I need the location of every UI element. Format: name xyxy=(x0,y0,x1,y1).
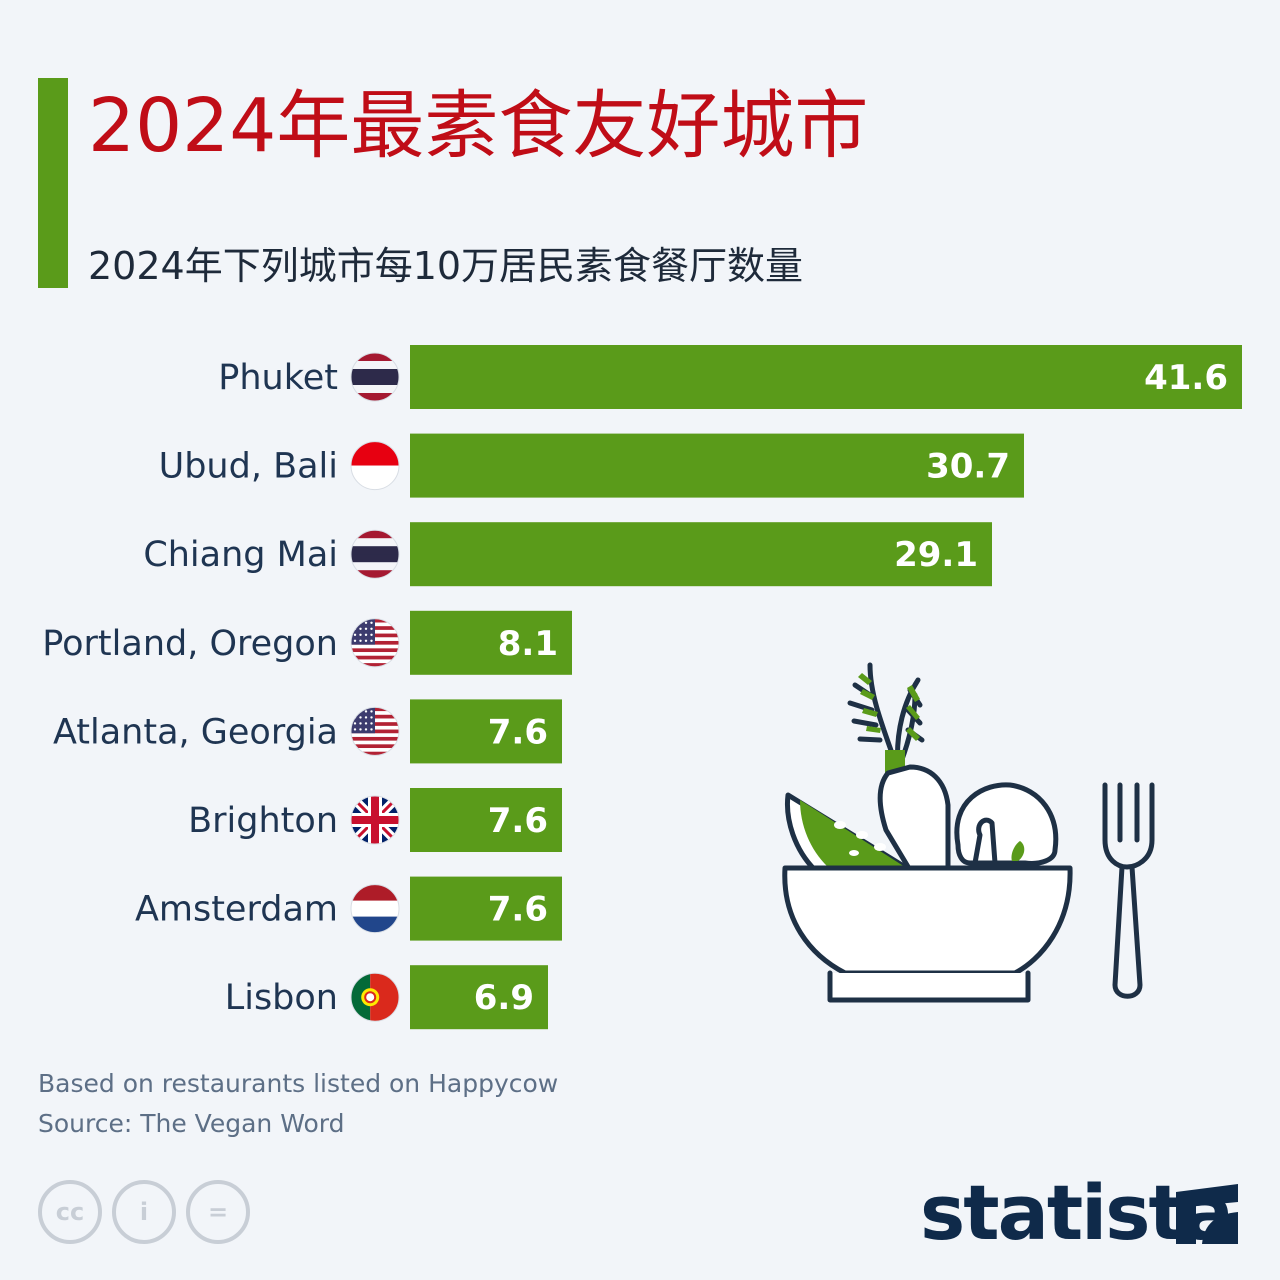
statista-mark-icon xyxy=(1176,1184,1238,1244)
portugal-flag-icon xyxy=(350,972,400,1022)
usa-flag-icon xyxy=(350,618,400,668)
value-label: 30.7 xyxy=(926,447,1010,487)
category-label: Amsterdam xyxy=(135,890,338,930)
bar-1[interactable] xyxy=(410,433,1024,498)
source-note: Source: The Vegan Word xyxy=(38,1109,345,1138)
category-label: Ubud, Bali xyxy=(159,447,338,487)
bar-5[interactable] xyxy=(410,788,562,852)
value-label: 8.1 xyxy=(498,624,558,664)
value-label: 29.1 xyxy=(894,535,978,575)
value-label: 41.6 xyxy=(1144,358,1228,398)
thailand-flag-icon xyxy=(350,352,400,402)
uk-flag-icon xyxy=(350,795,400,845)
indonesia-flag-icon xyxy=(350,441,400,491)
category-label: Portland, Oregon xyxy=(42,624,338,664)
value-label: 7.6 xyxy=(488,801,548,841)
category-label: Phuket xyxy=(218,358,338,398)
bar-4[interactable] xyxy=(410,699,562,764)
bar-chart: Phuket 41.6 Ubud, Bali 30.7 Chiang Mai 29.1 Po… xyxy=(42,345,1242,1030)
category-label: Lisbon xyxy=(225,978,338,1018)
usa-flag-icon xyxy=(350,706,400,756)
bar-3[interactable] xyxy=(410,610,572,675)
no-derivatives-icon[interactable]: = xyxy=(186,1180,250,1244)
bar-2[interactable] xyxy=(410,522,992,587)
method-note: Based on restaurants listed on Happycow xyxy=(38,1069,559,1098)
license-icons: cc i = xyxy=(38,1180,260,1244)
attribution-icon[interactable]: i xyxy=(112,1180,176,1244)
category-label: Atlanta, Georgia xyxy=(53,712,338,752)
footnote: Based on restaurants listed on Happycow … xyxy=(38,1064,558,1144)
value-label: 7.6 xyxy=(488,890,548,930)
chart-subtitle: 2024年下列城市每10万居民素食餐厅数量 xyxy=(88,244,804,288)
category-label: Chiang Mai xyxy=(143,535,338,575)
value-label: 7.6 xyxy=(488,712,548,752)
chart-title: 2024年最素食友好城市 xyxy=(88,83,869,169)
thailand-flag-icon xyxy=(350,529,400,579)
value-label: 6.9 xyxy=(474,978,534,1018)
accent-bar xyxy=(38,78,68,288)
bar-7[interactable] xyxy=(410,965,548,1030)
netherlands-flag-icon xyxy=(350,884,400,934)
bar-0[interactable] xyxy=(410,345,1242,409)
cc-icon[interactable]: cc xyxy=(38,1180,102,1244)
bar-6[interactable] xyxy=(410,876,562,941)
category-label: Brighton xyxy=(188,801,338,841)
salad-bowl-illustration xyxy=(782,662,1155,1003)
